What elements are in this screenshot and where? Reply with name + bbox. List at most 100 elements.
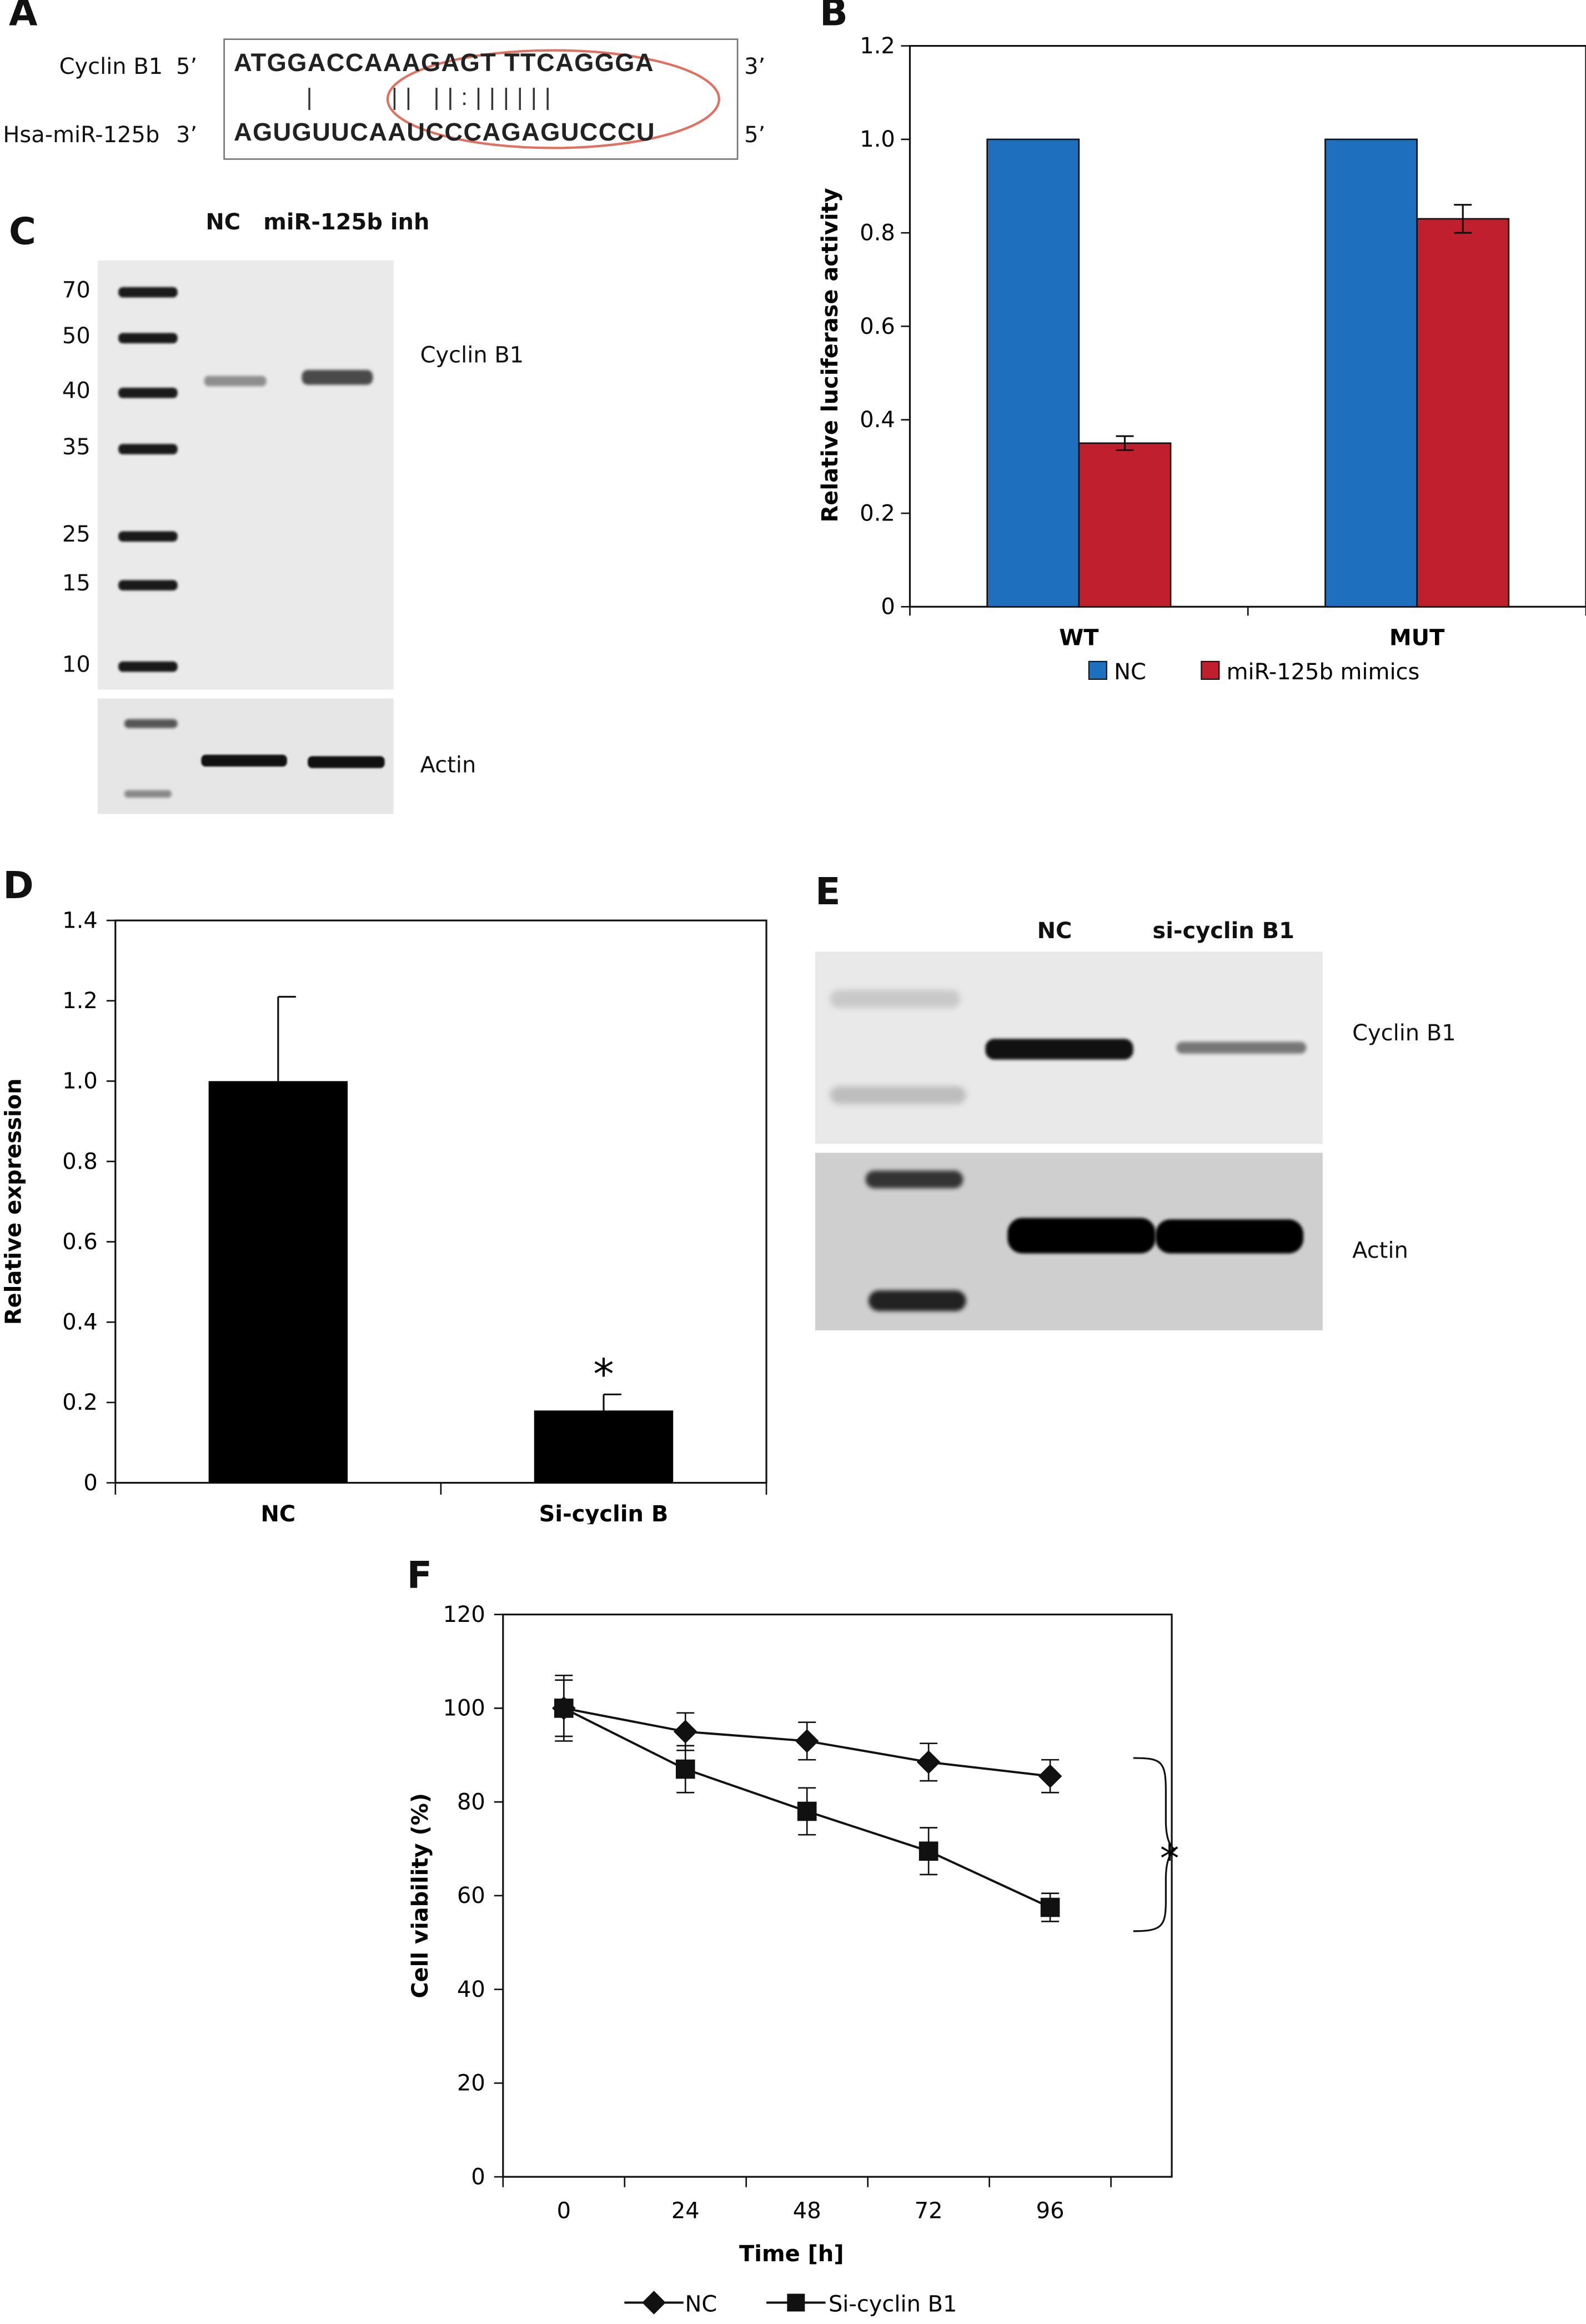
lane-label-nc: NC [205, 208, 241, 236]
bar-wt-1 [1078, 442, 1172, 608]
legend-swatch-mimics [1201, 660, 1220, 680]
ladder-band [118, 444, 178, 454]
marker-diamond [1038, 1764, 1062, 1789]
panel-label-c: C [8, 210, 36, 253]
y-tick-label: 0.4 [860, 407, 895, 433]
x-tick-label: NC [260, 1501, 295, 1524]
y-tick-label: 80 [457, 1789, 485, 1815]
cyclin-b1-3-prime: 3’ [744, 53, 766, 80]
panel-label-a: A [8, 0, 38, 34]
y-tick-label: 0.8 [62, 1149, 98, 1174]
actin-band-inh [308, 756, 385, 768]
legend-marker-diamond [642, 2291, 666, 2315]
x-tick-label: 24 [671, 2198, 700, 2224]
panel-label-d: D [3, 864, 34, 908]
ladder-band [868, 1290, 966, 1311]
ladder-band [124, 790, 172, 798]
x-axis-label: Time [h] [739, 2241, 844, 2267]
marker-diamond [673, 1720, 697, 1744]
marker-square [554, 1699, 574, 1718]
y-tick-label: 0.6 [62, 1229, 98, 1255]
y-axis-label: Relative expression [1, 1078, 26, 1325]
mir125b-sequence: AGUGUUCAAUCCCAGAGUCCCU [233, 118, 655, 147]
cyclin-b1-row-label: Cyclin B1 [59, 53, 163, 80]
y-tick-label: 60 [457, 1883, 485, 1909]
panel-label-e: E [815, 870, 841, 913]
panel-label-b: B [819, 0, 848, 34]
y-axis-label: Relative luciferase activity [817, 188, 843, 522]
significance-bracket [1133, 1757, 1176, 1932]
ladder-label: 40 [62, 377, 91, 404]
x-tick-label: Si-cyclin B [539, 1501, 669, 1524]
y-tick-label: 20 [457, 2071, 485, 2096]
blot-membrane-actin [815, 1153, 1323, 1331]
blot-membrane-actin [97, 698, 394, 814]
bar-wt-0 [986, 138, 1080, 608]
y-tick-label: 100 [443, 1696, 485, 1721]
ladder-band [118, 388, 178, 398]
y-tick-label: 1.2 [62, 988, 98, 1014]
cell-viability-line-chart: 0 20 40 60 80 100 120 0 24 48 72 96 Cell viability… [408, 1602, 1180, 2317]
ladder-band [118, 661, 178, 672]
actin-band-nc [1007, 1218, 1156, 1254]
actin-band-si [1155, 1219, 1304, 1254]
bar-0 [208, 1081, 348, 1483]
band-label-actin: Actin [420, 752, 476, 779]
blot-band-nc [204, 375, 267, 387]
bar-mut-1 [1416, 218, 1510, 608]
ladder-band [830, 1086, 966, 1104]
marker-square [797, 1801, 817, 1821]
plot-area-frame [502, 1614, 1173, 2178]
ladder-label: 15 [62, 569, 91, 597]
y-tick-label: 1.2 [860, 33, 895, 59]
ladder-band [118, 287, 178, 298]
y-tick-label: 0 [881, 594, 895, 620]
y-tick-label: 0.4 [62, 1310, 98, 1335]
actin-band-nc [201, 754, 287, 767]
ladder-band [830, 990, 961, 1008]
lane-label-nc: NC [1037, 917, 1072, 944]
x-tick-label: 96 [1036, 2198, 1065, 2224]
mir125b-3-prime: 3’ [176, 121, 198, 148]
significance-asterisk: * [1160, 1837, 1180, 1881]
alignment-box [223, 38, 739, 160]
relative-expression-bar-chart: * 0 0.2 0.4 0.6 0.8 1.0 1.2 1.4 NC Si-cyclin B R… [1, 908, 767, 1524]
blot-membrane-top [815, 951, 1323, 1144]
legend-swatch-nc [1088, 660, 1107, 680]
cyclin-b1-5-prime: 5’ [176, 53, 198, 80]
ladder-label: 70 [62, 277, 91, 304]
ladder-label: 25 [62, 520, 91, 548]
significance-asterisk: * [593, 1350, 614, 1399]
cyclin-b1-sequence: ATGGACCAAAGAGT TTCAGGGA [233, 48, 654, 77]
x-tick-label: 48 [793, 2198, 821, 2224]
bar-mut-0 [1324, 138, 1418, 608]
blot-band-si [1176, 1041, 1307, 1054]
x-tick-label: MUT [1389, 625, 1445, 651]
y-tick-label: 120 [443, 1602, 485, 1627]
x-tick-label: 72 [915, 2198, 943, 2224]
ladder-label: 10 [62, 651, 91, 678]
ladder-label: 35 [62, 433, 91, 460]
ladder-label: 50 [62, 322, 91, 349]
mir125b-row-label: Hsa-miR-125b [3, 121, 160, 148]
legend-label-si: Si-cyclin B1 [829, 2291, 957, 2317]
y-tick-label: 0 [83, 1470, 97, 1496]
ladder-band [124, 719, 178, 728]
marker-square [1040, 1897, 1060, 1917]
y-tick-label: 40 [457, 1977, 485, 2002]
y-tick-label: 1.0 [62, 1069, 98, 1094]
legend-label-mimics: miR-125b mimics [1227, 659, 1420, 685]
ladder-band [118, 580, 178, 591]
y-tick-label: 0.8 [860, 220, 895, 246]
band-label-actin: Actin [1352, 1237, 1408, 1264]
band-label-cyclin-b1: Cyclin B1 [420, 342, 524, 369]
marker-diamond [916, 1750, 941, 1774]
x-tick-label: 0 [557, 2198, 571, 2224]
ladder-band [118, 333, 178, 344]
legend-marker-square [787, 2293, 805, 2312]
y-axis-label: Cell viability (%) [408, 1793, 433, 1999]
base-pairing-marks: | || ||:|||||| [306, 86, 559, 111]
legend: NC Si-cyclin B1 [624, 2291, 957, 2317]
ladder-band [865, 1170, 963, 1189]
x-tick-label: WT [1059, 625, 1099, 651]
